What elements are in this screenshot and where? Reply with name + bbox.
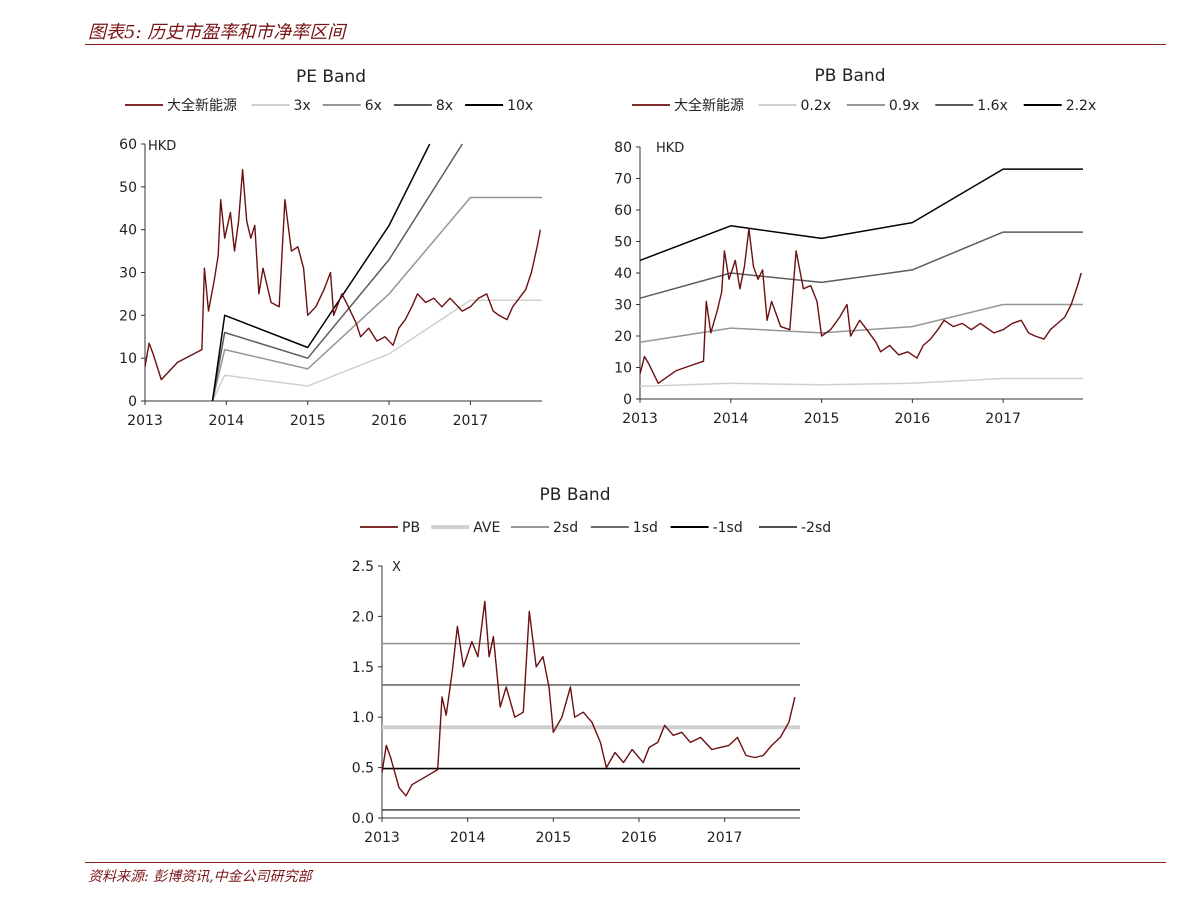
legend-label: 3x (294, 98, 311, 114)
y-tick-label: 0 (623, 392, 632, 408)
chart-title: PE Band (296, 67, 366, 87)
x-tick-label: 2014 (209, 413, 245, 429)
legend-label: 大全新能源 (674, 97, 744, 114)
x-tick-label: 2013 (622, 411, 658, 427)
figure-title: 图表5: 历史市盈率和市净率区间 (88, 22, 346, 43)
y-tick-label: 70 (614, 172, 632, 188)
chart-title: PB Band (815, 66, 886, 86)
legend-item: -1sd (670, 520, 743, 536)
x-tick-label: 2017 (453, 413, 489, 429)
top-divider (85, 44, 1166, 45)
legend-item: 6x (322, 98, 382, 114)
y-tick-label: 20 (119, 308, 137, 324)
series-line (144, 169, 542, 381)
x-tick-label: 2013 (127, 413, 163, 429)
axis-unit: HKD (656, 141, 684, 156)
legend-label: -1sd (713, 520, 743, 536)
legend-item: 0.9x (846, 98, 920, 114)
legend-item: AVE (431, 520, 500, 536)
y-tick-label: 50 (119, 180, 137, 196)
legend-item: 2sd (511, 520, 578, 536)
legend-label: 2.2x (1066, 98, 1097, 114)
y-tick-label: 60 (119, 137, 137, 153)
y-tick-label: 1.0 (352, 710, 374, 726)
legend-label: 6x (365, 98, 382, 114)
legend-label: 1sd (633, 520, 658, 536)
series-line (211, 299, 542, 402)
legend-label: 0.9x (889, 98, 920, 114)
y-tick-label: 50 (614, 235, 632, 251)
legend-item: 8x (393, 98, 453, 114)
chart-title: PB Band (540, 485, 611, 505)
series-line (211, 196, 542, 402)
y-tick-label: 80 (614, 140, 632, 156)
legend-label: 1.6x (977, 98, 1008, 114)
x-tick-label: 2016 (371, 413, 407, 429)
y-tick-label: 20 (614, 329, 632, 345)
y-tick-label: 1.5 (352, 660, 374, 676)
legend-label: 8x (436, 98, 453, 114)
legend-item: 1.6x (935, 98, 1008, 114)
y-tick-label: 10 (614, 361, 632, 377)
legend-item: 大全新能源 (125, 97, 237, 114)
x-tick-label: 2017 (707, 830, 743, 846)
series-line (211, 143, 463, 402)
y-tick-label: 0 (128, 394, 137, 410)
x-tick-label: 2016 (621, 830, 657, 846)
y-tick-label: 30 (614, 298, 632, 314)
chart-2: PB Band PB AVE 2sd 1sd -1sd -2sd X 0.0 0.5 1.0 1.5 2… (352, 485, 831, 846)
series-line (639, 377, 1083, 388)
y-tick-label: 30 (119, 266, 137, 282)
axis-unit: X (392, 560, 401, 575)
legend-item: 3x (251, 98, 311, 114)
y-tick-label: 60 (614, 203, 632, 219)
bottom-divider (85, 862, 1166, 863)
legend-label: 2sd (553, 520, 578, 536)
series-line (211, 143, 431, 402)
legend-label: PB (402, 520, 420, 536)
legend-label: 0.2x (801, 98, 832, 114)
x-tick-label: 2014 (713, 411, 749, 427)
legend-item: 10x (465, 98, 533, 114)
x-tick-label: 2014 (450, 830, 486, 846)
chart-0: PE Band 大全新能源 3x 6x 8x 10x HKD 0 10 20 30 40 50 60 201… (119, 67, 542, 429)
legend-item: -2sd (759, 520, 831, 536)
legend-item: 大全新能源 (632, 97, 744, 114)
legend-item: PB (360, 520, 420, 536)
y-tick-label: 40 (614, 266, 632, 282)
y-tick-label: 2.0 (352, 609, 374, 625)
y-tick-label: 2.5 (352, 559, 374, 575)
legend-item: 0.2x (758, 98, 832, 114)
chart-1: PB Band 大全新能源 0.2x 0.9x 1.6x 2.2x HKD 0 10 20 30 40… (614, 66, 1096, 427)
source-note: 资料来源: 彭博资讯,中金公司研究部 (88, 869, 312, 885)
x-tick-label: 2015 (535, 830, 571, 846)
y-tick-label: 40 (119, 223, 137, 239)
y-tick-label: 0.5 (352, 761, 374, 777)
legend-label: AVE (473, 520, 500, 536)
legend-label: 大全新能源 (167, 97, 237, 114)
y-tick-label: 0.0 (352, 811, 374, 827)
series-line (381, 600, 796, 797)
x-tick-label: 2015 (290, 413, 326, 429)
legend-label: 10x (507, 98, 533, 114)
legend-label: -2sd (801, 520, 831, 536)
legend-item: 1sd (590, 520, 658, 536)
series-line (639, 228, 1082, 384)
x-tick-label: 2013 (364, 830, 400, 846)
x-tick-label: 2016 (895, 411, 931, 427)
legend-item: 2.2x (1023, 98, 1097, 114)
axis-unit: HKD (148, 139, 176, 154)
series-line (639, 168, 1083, 262)
y-tick-label: 10 (119, 351, 137, 367)
x-tick-label: 2017 (985, 411, 1021, 427)
x-tick-label: 2015 (804, 411, 840, 427)
series-line (639, 231, 1083, 299)
